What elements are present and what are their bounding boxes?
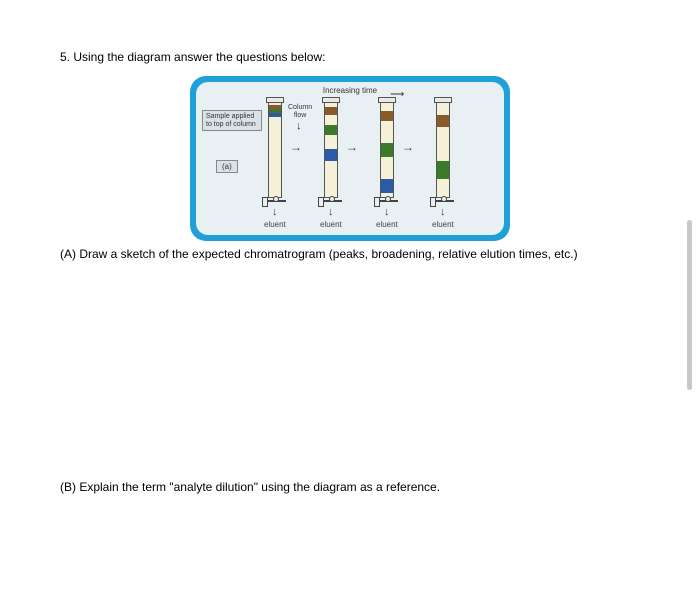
question-b: (B) Explain the term "analyte dilution" … [60,480,440,494]
drip-arrow-icon: ↓ [328,206,334,218]
flow-arrow-icon: → [290,140,302,154]
stopcock-icon [320,200,342,202]
column-3 [380,100,394,198]
stopcock-icon [376,200,398,202]
eluent-label: eluent [432,220,454,229]
eluent-label: eluent [320,220,342,229]
diagram-inner: Increasing time ⟶ Sample applied to top … [196,82,504,235]
column-flow-label: Columnflow [288,104,312,119]
flow-arrow-icon: → [402,140,414,154]
eluent-label: eluent [376,220,398,229]
column-1 [268,100,282,198]
eluent-label: eluent [264,220,286,229]
column-4 [436,100,450,198]
drip-arrow-icon: ↓ [272,206,278,218]
stopcock-icon [264,200,286,202]
sample-applied-label: Sample applied to top of column [202,110,262,131]
column-2 [324,100,338,198]
increasing-time-label: Increasing time [323,86,377,95]
drip-arrow-icon: ↓ [440,206,446,218]
drip-arrow-icon: ↓ [384,206,390,218]
scrollbar[interactable] [687,220,692,390]
flow-arrow-icon: → [346,140,358,154]
subfig-a-label: (a) [216,160,238,173]
stopcock-icon [432,200,454,202]
chromatography-diagram: Increasing time ⟶ Sample applied to top … [190,76,510,241]
column-flow-arrow-icon: ↓ [296,120,302,132]
question-intro: 5. Using the diagram answer the question… [60,50,640,64]
question-a: (A) Draw a sketch of the expected chroma… [60,247,640,261]
